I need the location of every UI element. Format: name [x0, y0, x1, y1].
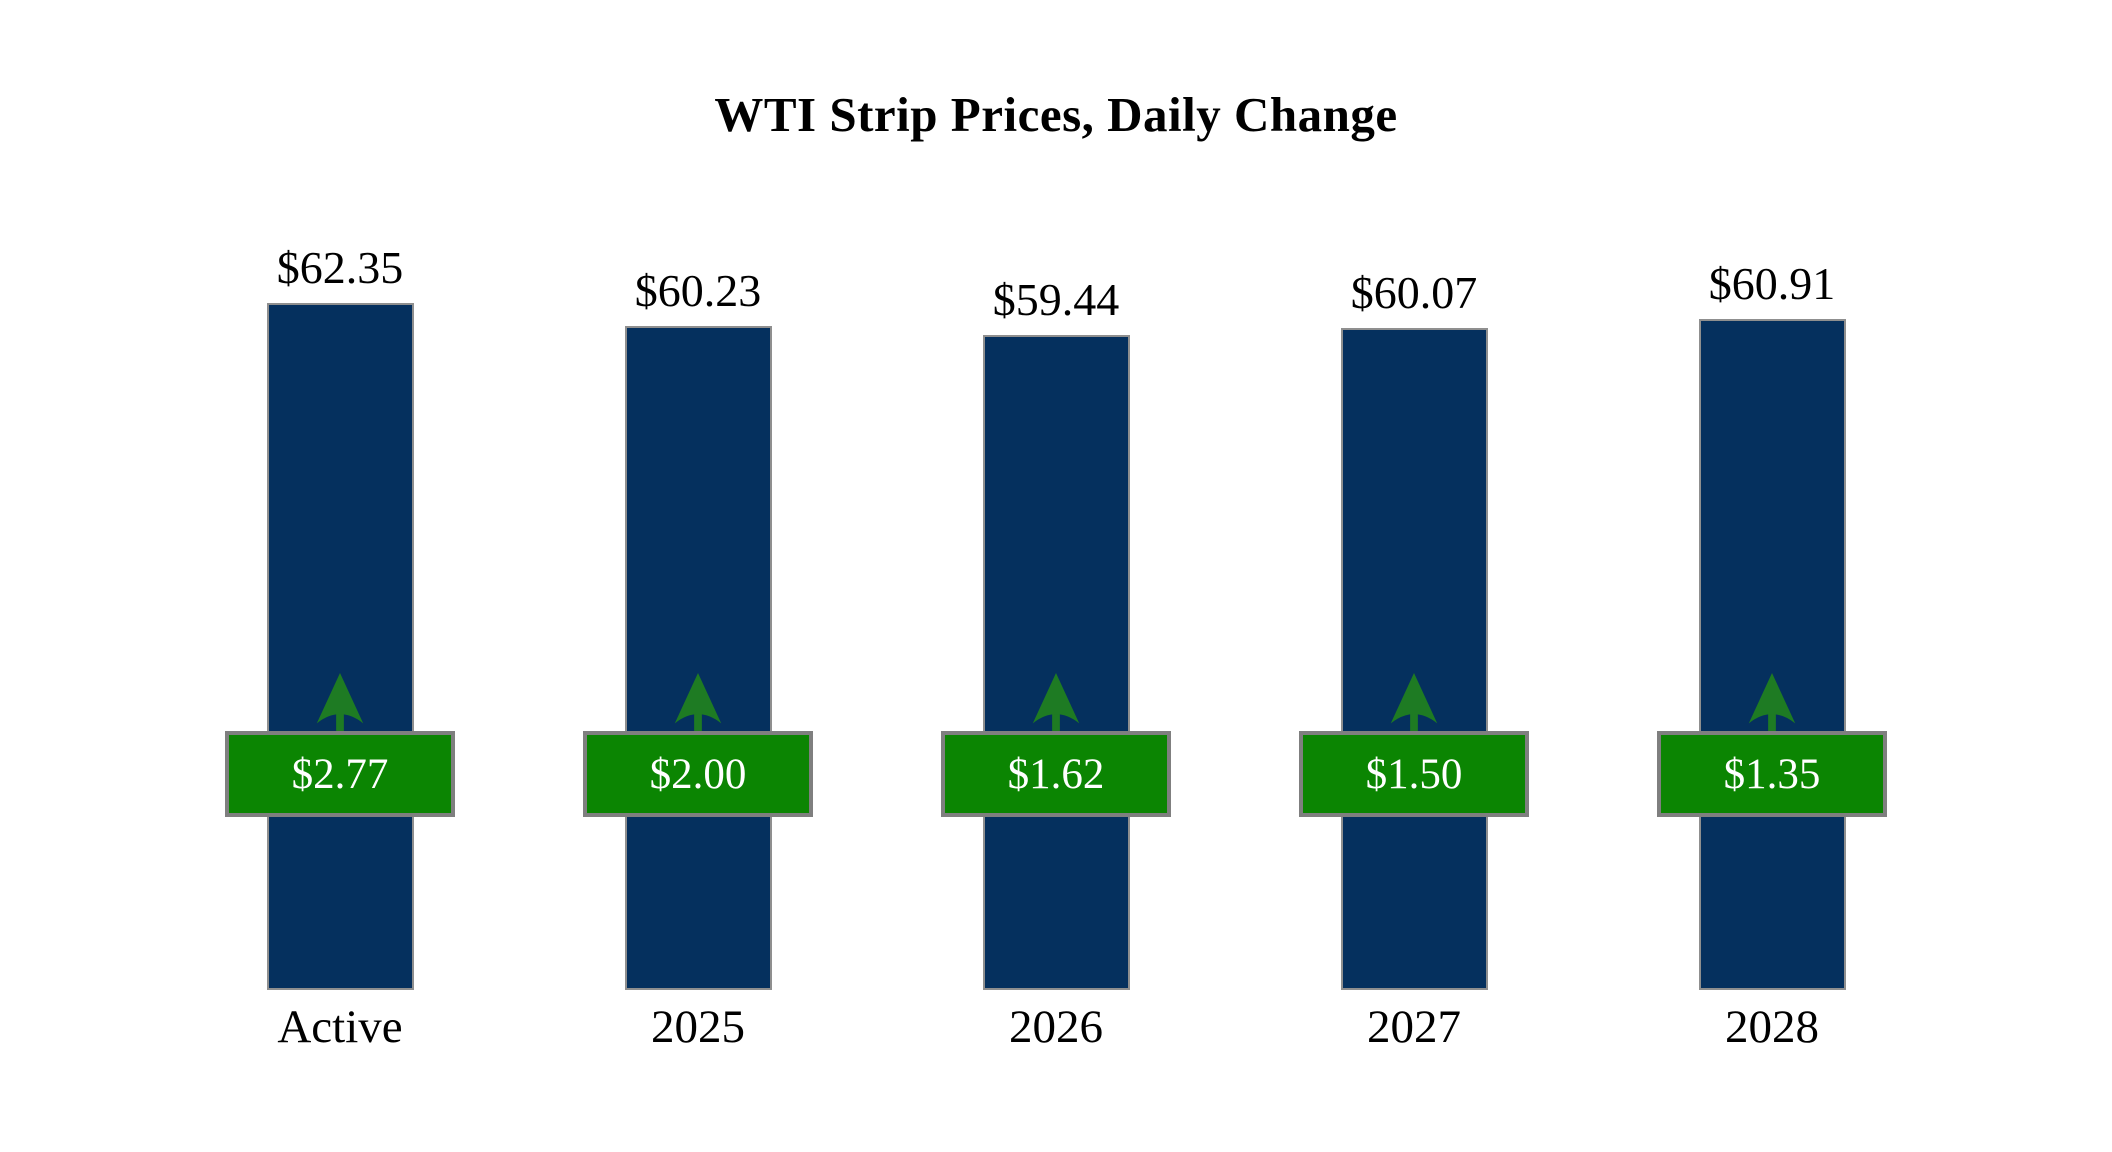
change-badge: $2.00: [583, 731, 813, 817]
bar: [1698, 319, 1846, 990]
bar: [1340, 328, 1488, 990]
bar: [624, 326, 772, 990]
change-badge: $1.62: [941, 731, 1171, 817]
change-badge: $1.35: [1657, 731, 1887, 817]
up-arrow-icon: [1032, 673, 1080, 733]
change-label: $1.35: [1723, 750, 1821, 798]
category-label: 2028: [1725, 1001, 1819, 1053]
up-arrow-icon: [316, 673, 364, 733]
category-label: 2026: [1009, 1001, 1103, 1053]
up-arrow-icon: [1748, 673, 1796, 733]
change-badge: $1.50: [1299, 731, 1529, 817]
up-arrow-icon: [1390, 673, 1438, 733]
change-label: $1.50: [1365, 750, 1463, 798]
change-badge: $2.77: [225, 731, 455, 817]
price-label: $60.07: [1350, 267, 1478, 318]
category-label: Active: [277, 1001, 403, 1053]
change-label: $1.62: [1007, 750, 1105, 798]
price-label: $60.23: [634, 265, 762, 316]
category-label: 2025: [651, 1001, 745, 1053]
up-arrow-icon: [674, 673, 722, 733]
change-label: $2.00: [649, 750, 747, 798]
price-label: $62.35: [276, 242, 404, 293]
bar: [266, 303, 414, 990]
bar: [982, 335, 1130, 990]
chart-title: WTI Strip Prices, Daily Change: [714, 87, 1398, 142]
price-label: $59.44: [992, 274, 1120, 325]
change-label: $2.77: [291, 750, 389, 798]
category-label: 2027: [1367, 1001, 1461, 1053]
price-label: $60.91: [1708, 258, 1836, 309]
